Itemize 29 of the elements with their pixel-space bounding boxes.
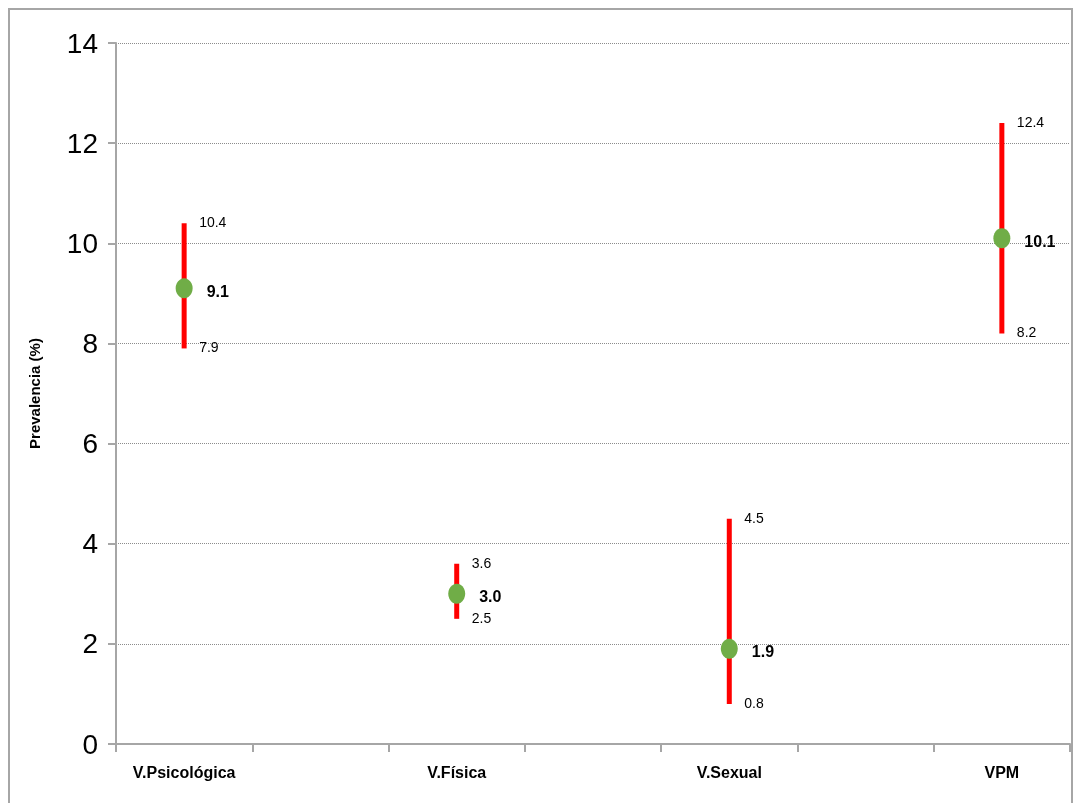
annotation: 12.4: [1016, 114, 1045, 131]
y-axis-title: Prevalencia (%): [26, 338, 43, 449]
y-tick-label: 10: [66, 227, 98, 259]
annotation: 8.2: [1016, 324, 1037, 341]
y-tick-label: 8: [82, 327, 98, 359]
annotation: 4.5: [744, 509, 764, 526]
x-tick-label: V.Sexual: [696, 763, 762, 781]
x-tick-label: VPM: [984, 763, 1020, 781]
data-label: 9.1: [206, 282, 229, 300]
x-tick-label: V.Psicológica: [132, 763, 236, 781]
y-tick-label: 12: [66, 127, 98, 159]
y-tick-label: 0: [82, 728, 98, 760]
data-label: 10.1: [1024, 232, 1056, 250]
point: [720, 638, 738, 659]
annotation: 10.4: [199, 214, 227, 231]
annotation: 2.5: [471, 609, 492, 626]
annotation: 3.6: [471, 554, 492, 571]
data-label: 1.9: [751, 643, 775, 661]
point: [175, 278, 193, 299]
y-tick-label: 2: [82, 628, 98, 660]
point: [993, 228, 1011, 249]
point: [448, 583, 466, 604]
y-tick-label: 14: [66, 27, 98, 59]
data-label: 3.0: [479, 588, 502, 606]
annotation: 0.8: [744, 694, 764, 711]
annotation: 7.9: [199, 339, 219, 356]
y-tick-label: 6: [82, 428, 98, 460]
x-tick-label: V.Física: [427, 763, 487, 781]
y-tick-label: 4: [82, 528, 98, 560]
